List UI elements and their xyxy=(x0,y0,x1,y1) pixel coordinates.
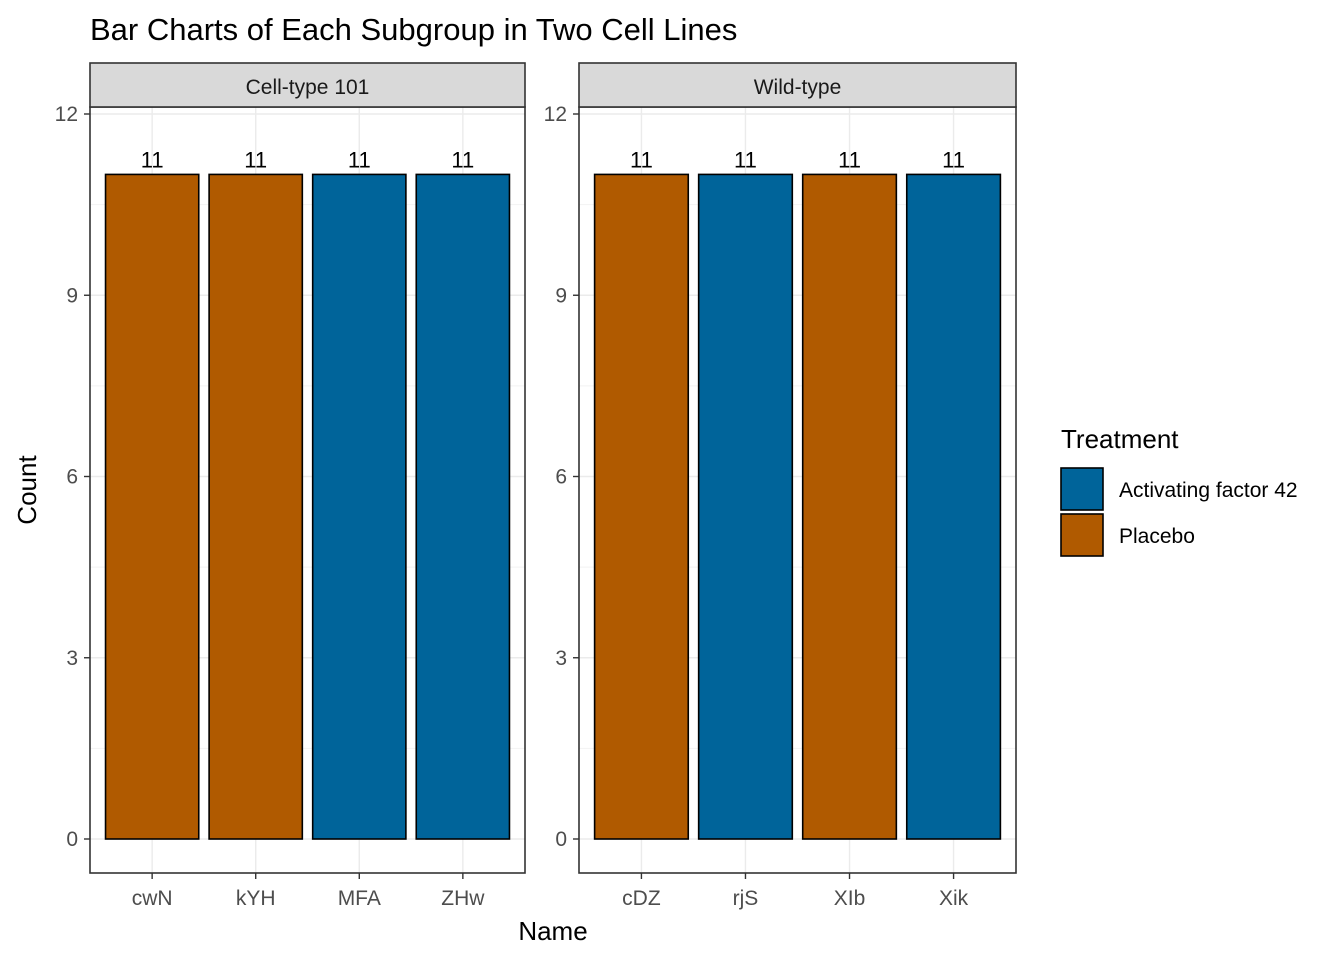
legend-key xyxy=(1060,467,1104,511)
y-tick-label: 0 xyxy=(66,828,78,851)
y-tick-label: 9 xyxy=(66,284,78,307)
x-tick-label-cwN: cwN xyxy=(132,887,173,910)
y-tick-label: 12 xyxy=(544,103,567,126)
chart-title: Bar Charts of Each Subgroup in Two Cell … xyxy=(90,12,737,47)
x-tick-label-MFA: MFA xyxy=(338,887,381,910)
legend-label: Activating factor 42 xyxy=(1119,479,1298,502)
x-tick-label-XIb: XIb xyxy=(834,887,866,910)
legend-item: Placebo xyxy=(1060,513,1195,557)
legend-title: Treatment xyxy=(1061,424,1179,454)
y-tick-label: 6 xyxy=(66,466,78,489)
x-tick-label-cDZ: cDZ xyxy=(622,887,661,910)
legend-label: Placebo xyxy=(1119,525,1195,548)
bar-XIb xyxy=(801,173,898,840)
y-tick-label: 12 xyxy=(55,103,78,126)
bar-Xik xyxy=(905,173,1002,840)
bar-MFA xyxy=(311,173,407,840)
facet-strip-label: Cell-type 101 xyxy=(246,76,370,99)
x-tick-label-rjS: rjS xyxy=(733,887,759,910)
y-tick-label: 9 xyxy=(555,284,567,307)
y-tick-label: 3 xyxy=(66,647,78,670)
bar-kYH xyxy=(208,173,304,840)
data-label-MFA: 11 xyxy=(348,147,371,172)
y-tick-label: 6 xyxy=(555,466,567,489)
data-label-Xik: 11 xyxy=(942,147,965,172)
data-label-cDZ: 11 xyxy=(630,147,653,172)
data-label-cwN: 11 xyxy=(141,147,164,172)
data-label-rjS: 11 xyxy=(734,147,757,172)
facet-strip xyxy=(578,62,1017,108)
x-tick-label-kYH: kYH xyxy=(236,887,276,910)
legend: Treatment Activating factor 42 Placebo xyxy=(1060,424,1298,557)
facet-panel-1: 11 11 11 11 Cell-type 101 0 3 6 9 12 cwN kYH MFA ZHw xyxy=(55,62,526,910)
legend-key xyxy=(1060,513,1104,557)
facet-panel-2: 11 11 11 11 Wild-type 0 3 6 9 12 cDZ rjS XIb Xik xyxy=(544,62,1017,910)
data-label-ZHw: 11 xyxy=(451,147,474,172)
x-tick-label-ZHw: ZHw xyxy=(441,887,485,910)
facet-strip-label: Wild-type xyxy=(754,76,842,99)
x-axis-title: Name xyxy=(518,916,587,946)
facet-strip xyxy=(89,62,526,108)
y-axis-title: Count xyxy=(12,455,42,525)
bar-cDZ xyxy=(593,173,690,840)
bar-rjS xyxy=(697,173,794,840)
x-tick-label-Xik: Xik xyxy=(939,887,969,910)
y-tick-label: 0 xyxy=(555,828,567,851)
legend-item: Activating factor 42 xyxy=(1060,467,1298,511)
bar-ZHw xyxy=(415,173,511,840)
bar-cwN xyxy=(104,173,200,840)
y-tick-label: 3 xyxy=(555,647,567,670)
data-label-XIb: 11 xyxy=(838,147,861,172)
data-label-kYH: 11 xyxy=(244,147,267,172)
